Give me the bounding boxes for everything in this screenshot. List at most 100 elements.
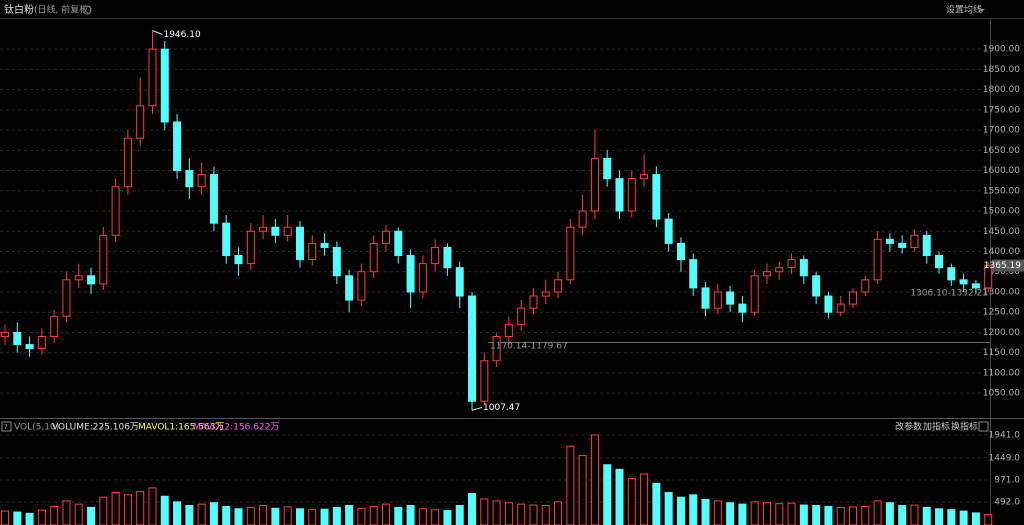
chart-subtitle: (日线, 前复权): [34, 4, 92, 16]
candle-body: [590, 157, 599, 212]
candle-body: [25, 344, 34, 350]
candle-body: [357, 271, 366, 301]
volume-bar: [971, 512, 980, 525]
volume-bar: [799, 504, 808, 525]
candle-body: [418, 263, 427, 293]
y-tick-label: 1850.00: [983, 65, 1020, 75]
volume-tick-label: 1449.0: [989, 453, 1021, 463]
candle-body: [234, 255, 243, 265]
candle-body: [627, 178, 636, 212]
volume-bar: [935, 508, 944, 525]
button[interactable]: 换指标: [951, 421, 978, 433]
candle-body: [566, 226, 575, 281]
candle-body: [148, 48, 157, 107]
candle-body: [787, 259, 796, 269]
volume-bar: [910, 504, 919, 525]
dropdown-arrow: [979, 9, 985, 12]
candle-body: [1, 331, 9, 337]
volume-bar: [234, 508, 243, 525]
volume-bar: [99, 496, 108, 525]
candle-body: [136, 105, 145, 139]
candle-body: [37, 335, 46, 350]
candle-body: [578, 210, 587, 228]
y-tick-label: 1700.00: [983, 126, 1020, 136]
low-annotation: 1007.47: [483, 403, 520, 413]
volume-bar: [566, 445, 575, 525]
volume-bar: [590, 434, 599, 525]
y-tick-label: 1550.00: [983, 186, 1020, 196]
volume-bar: [381, 503, 390, 525]
candle-body: [381, 230, 390, 244]
volume-bar: [578, 454, 587, 525]
volume-bar: [492, 500, 501, 525]
volume-bar: [554, 501, 563, 525]
volume-bar: [689, 494, 698, 525]
volume-bar: [357, 507, 366, 525]
volume-bar: [615, 468, 624, 525]
volume-bar: [50, 505, 59, 525]
volume-bar: [541, 505, 550, 525]
volume-bar: [197, 503, 206, 525]
volume-bar: [369, 505, 378, 525]
y-tick-label: 1400.00: [983, 247, 1020, 257]
mavol2-label: MAVOL2:156.622万: [193, 423, 279, 433]
volume-bar: [873, 500, 882, 525]
mavol1-label: MAVOL1:165.563万: [138, 423, 224, 433]
close-icon[interactable]: [978, 421, 989, 432]
candle-body: [713, 291, 722, 309]
candle-body: [689, 259, 698, 289]
volume-bar: [320, 508, 329, 525]
volume-bar: [676, 496, 685, 525]
volume-bar: [345, 505, 354, 525]
volume-bar: [775, 503, 784, 525]
candle-body: [13, 331, 22, 346]
button[interactable]: 改参数: [895, 421, 922, 433]
button[interactable]: 加指标: [923, 421, 950, 433]
volume-bar: [74, 503, 83, 525]
candle-body: [984, 265, 993, 289]
y-tick-label: 1150.00: [983, 348, 1020, 358]
ma-button[interactable]: 设置均线: [946, 4, 982, 16]
volume-label: VOLUME:225.106万: [52, 423, 139, 433]
volume-bar: [160, 495, 169, 525]
help-icon[interactable]: [1, 421, 12, 432]
volume-bar: [738, 503, 747, 525]
volume-tick-label: 971.0: [994, 475, 1020, 485]
candle-body: [664, 218, 673, 244]
y-tick-label: 1050.00: [983, 389, 1020, 399]
volume-bar: [222, 505, 231, 525]
volume-bar: [627, 478, 636, 525]
candle-body: [295, 226, 304, 261]
candle-body: [824, 295, 833, 313]
candle-body: [762, 271, 771, 277]
volume-bar: [406, 505, 415, 525]
volume-bar: [652, 482, 661, 525]
y-tick-label: 1500.00: [983, 207, 1020, 217]
volume-bar: [762, 502, 771, 525]
candle-body: [947, 267, 956, 281]
candle-body: [259, 226, 268, 232]
volume-bar: [87, 506, 96, 525]
range-annotation: 1170.14-1179.67: [490, 342, 568, 352]
candle-body: [517, 307, 526, 325]
candle-body: [504, 323, 513, 337]
volume-bar: [640, 473, 649, 525]
candle-body: [726, 291, 735, 305]
candle-body: [701, 287, 710, 309]
volume-bar: [148, 487, 157, 525]
volume-bar: [394, 506, 403, 525]
candle-body: [935, 255, 944, 269]
volume-bar: [283, 506, 292, 525]
candle-body: [394, 230, 403, 257]
y-tick-label: 1100.00: [983, 368, 1020, 378]
volume-bar: [849, 506, 858, 525]
volume-bar: [726, 502, 735, 525]
candle-body: [222, 222, 231, 257]
settings-icon[interactable]: [82, 5, 92, 15]
candle-body: [320, 242, 329, 248]
y-tick-label: 1600.00: [983, 166, 1020, 176]
candle-body: [603, 157, 612, 180]
volume-bar: [185, 505, 194, 525]
candle-body: [652, 174, 661, 220]
